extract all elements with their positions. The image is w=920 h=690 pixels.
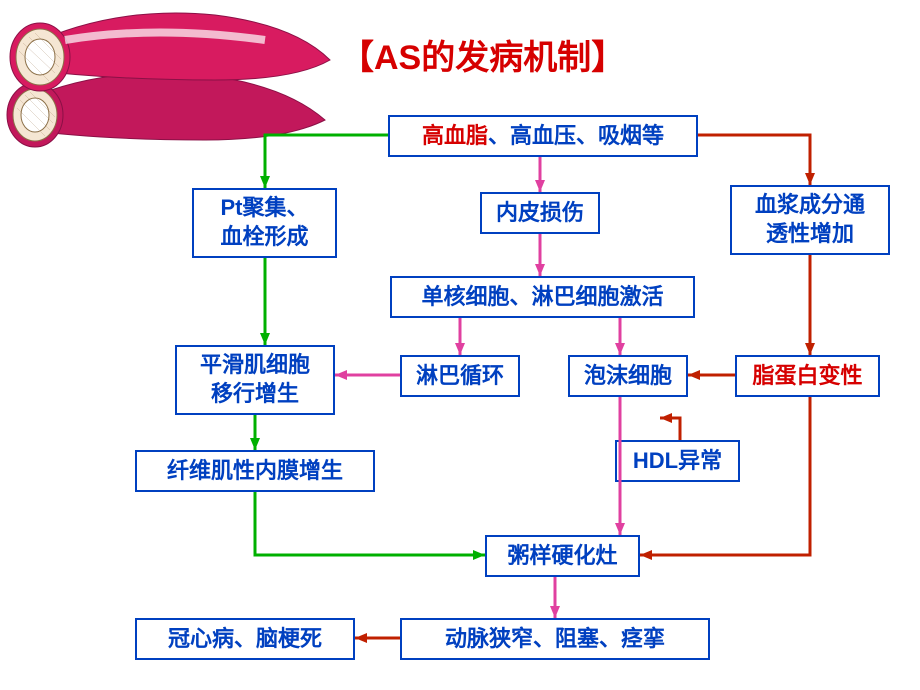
page-title: 【AS的发病机制】 (340, 30, 625, 79)
box-lymph-circulation: 淋巴循环 (400, 355, 520, 397)
box-stenosis: 动脉狭窄、阻塞、痉挛 (400, 618, 710, 660)
box-hdl-abnormal: HDL异常 (615, 440, 740, 482)
risk-rest: 、高血压、吸烟等 (488, 123, 664, 148)
arrow-layer (0, 0, 920, 690)
box-permeability: 血浆成分通透性增加 (730, 185, 890, 255)
box-foam-cell: 泡沫细胞 (568, 355, 688, 397)
box-fibromuscular: 纤维肌性内膜增生 (135, 450, 375, 492)
box-chd: 冠心病、脑梗死 (135, 618, 355, 660)
artery-illustration (5, 5, 335, 165)
box-pt-aggregation: Pt聚集、血栓形成 (192, 188, 337, 258)
box-endothelial-injury: 内皮损伤 (480, 192, 600, 234)
box-lipoprotein-denaturation: 脂蛋白变性 (735, 355, 880, 397)
box-risk-factors: 高血脂、高血压、吸烟等 (388, 115, 698, 157)
box-monocyte-activation: 单核细胞、淋巴细胞激活 (390, 276, 695, 318)
box-atheroma: 粥样硬化灶 (485, 535, 640, 577)
risk-highlight: 高血脂 (422, 123, 488, 148)
box-smc-proliferation: 平滑肌细胞移行增生 (175, 345, 335, 415)
